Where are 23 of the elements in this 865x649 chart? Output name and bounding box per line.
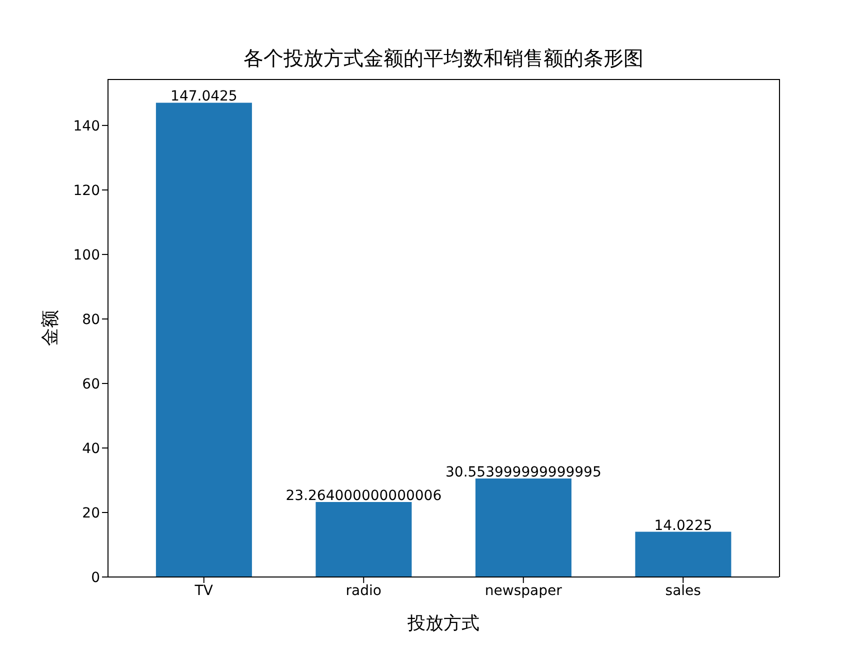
y-tick-label: 100 — [73, 247, 100, 264]
y-tick-label: 140 — [73, 118, 100, 134]
data-label: 14.0225 — [654, 518, 712, 534]
y-tick-label: 20 — [82, 505, 100, 522]
y-tick-label: 120 — [73, 182, 100, 199]
bar — [316, 502, 412, 577]
x-tick-label: newspaper — [484, 582, 562, 599]
chart-title: 各个投放方式金额的平均数和销售额的条形图 — [242, 45, 644, 71]
y-axis-title: 金额 — [40, 310, 60, 346]
x-tick-label: TV — [194, 582, 214, 599]
bar — [475, 478, 572, 577]
y-tick-label: 40 — [82, 440, 100, 457]
bar — [156, 102, 252, 577]
bar — [635, 532, 732, 577]
x-axis-title: 投放方式 — [406, 613, 480, 634]
y-tick-label: 80 — [82, 312, 100, 328]
y-tick-label: 0 — [91, 570, 100, 586]
x-tick-label: radio — [346, 582, 382, 599]
x-tick-label: sales — [665, 582, 701, 599]
data-label: 147.0425 — [170, 88, 238, 105]
data-label: 30.553999999999995 — [446, 464, 602, 480]
data-label: 23.264000000000006 — [286, 488, 442, 504]
y-tick-label: 60 — [82, 376, 100, 392]
